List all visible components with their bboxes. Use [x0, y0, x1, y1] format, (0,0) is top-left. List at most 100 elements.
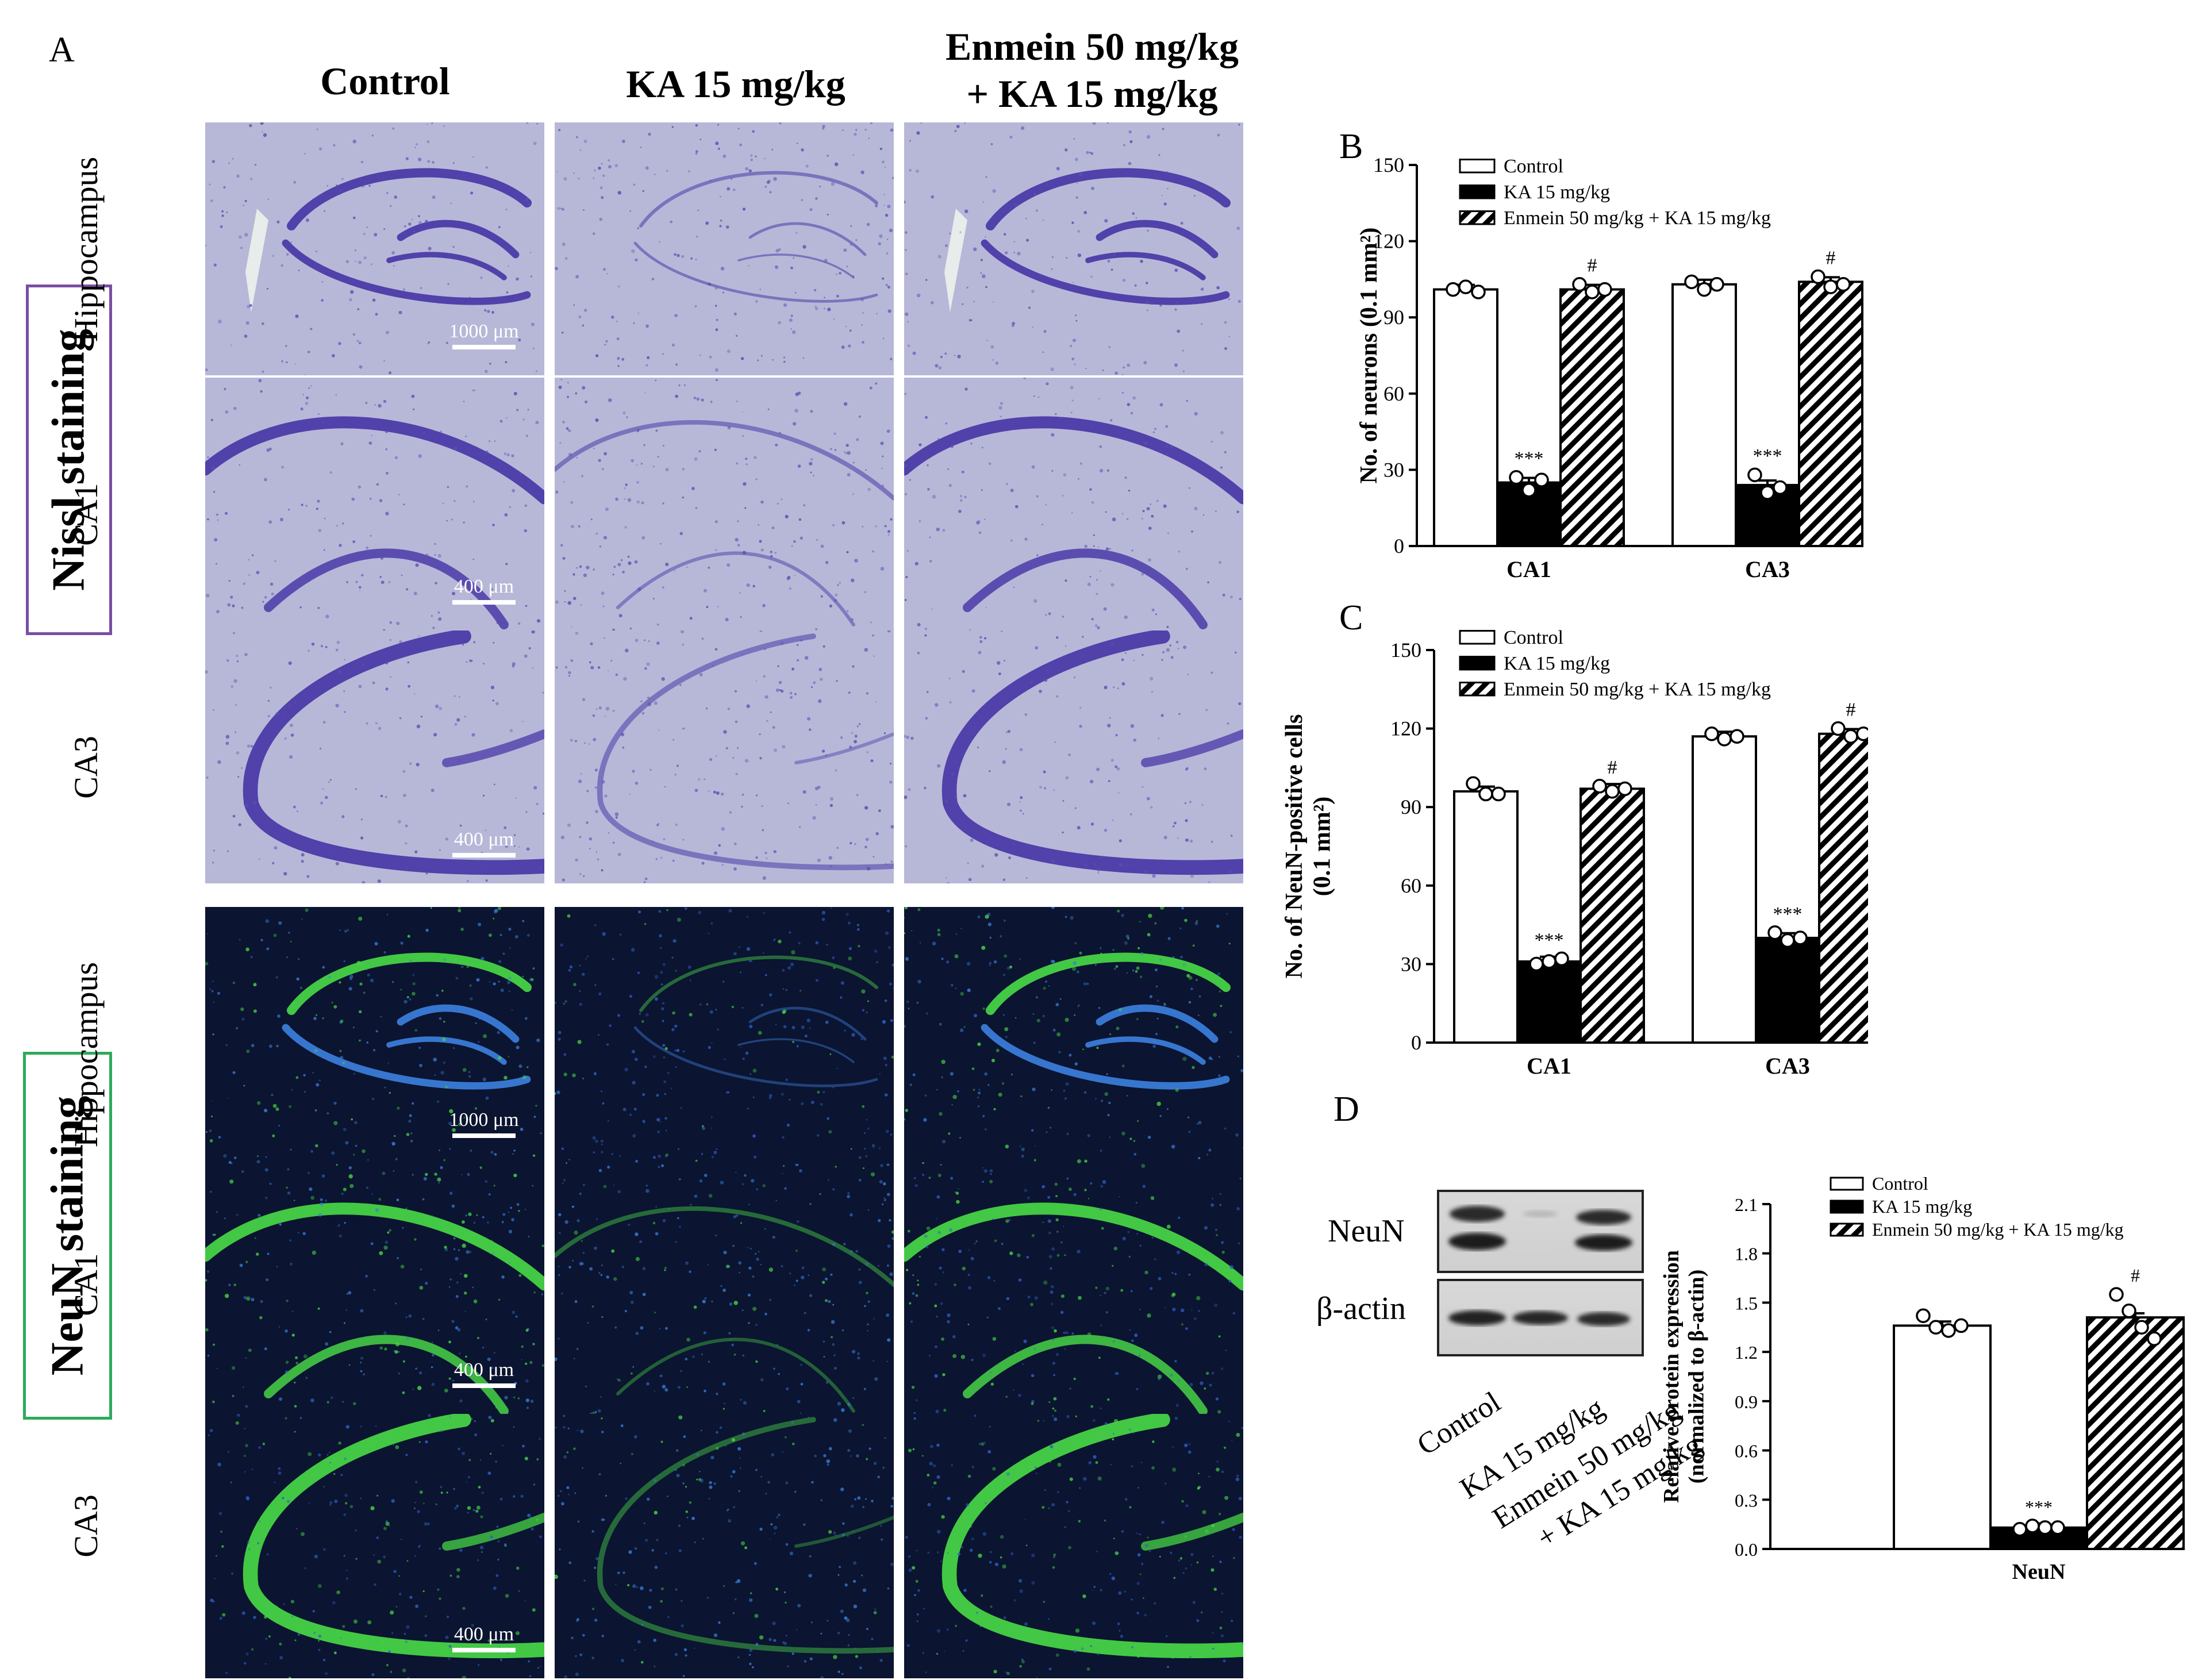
nissl-micrograph-ca3-enmein	[904, 631, 1243, 883]
y-axis-label: No. of NeuN-positive cells	[1282, 714, 1308, 979]
scale-bar-label: 1000 μm	[449, 1109, 519, 1131]
scale-bar: 1000 μm	[435, 321, 533, 349]
legend-label: Control	[1504, 156, 1563, 177]
data-point	[1831, 721, 1846, 736]
y-tick-label: 0	[1411, 1031, 1421, 1054]
significance-marker-vs-control: ***	[1753, 445, 1782, 467]
legend-label: KA 15 mg/kg	[1504, 182, 1610, 203]
data-point	[1760, 485, 1775, 500]
nissl-micrograph-hippocampus-enmein	[904, 122, 1243, 375]
legend-swatch	[1459, 630, 1496, 645]
category-label: CA3	[1745, 556, 1790, 582]
legend-label: Enmein 50 mg/kg + KA 15 mg/kg	[1504, 679, 1771, 700]
y-tick-label: 1.8	[1735, 1244, 1758, 1264]
y-tick-label: 120	[1390, 717, 1421, 740]
significance-marker-vs-control: ***	[1515, 448, 1544, 470]
scale-bar-label: 400 μm	[454, 829, 514, 850]
bar-ca1-series-2	[1559, 288, 1625, 548]
scale-bar: 1000 μm	[435, 1109, 533, 1138]
category-label: NeuN	[2012, 1560, 2066, 1584]
row-label-nissl-ca1: CA1	[67, 483, 105, 546]
nissl-micrograph-ca1-control: 400 μm	[205, 378, 544, 631]
data-point	[1793, 931, 1808, 945]
legend-swatch	[1830, 1177, 1864, 1191]
scale-bar-line	[452, 853, 516, 858]
legend-label: Enmein 50 mg/kg + KA 15 mg/kg	[1504, 207, 1771, 229]
neun-staining-label-box: NeuN staining	[23, 1052, 112, 1420]
western-blot-neun	[1437, 1190, 1644, 1273]
legend-swatch	[1459, 656, 1496, 671]
y-tick-label: 1.5	[1735, 1293, 1758, 1313]
data-point	[1811, 269, 1825, 285]
y-axis-label: Relative protein expression	[1659, 1250, 1684, 1503]
significance-marker-vs-control: ***	[1773, 904, 1803, 925]
data-point	[1684, 274, 1699, 290]
bar-ca1-series-2	[1579, 787, 1645, 1044]
neun-micrograph-hippocampus-enmein	[904, 907, 1243, 1164]
bar-ca1-series-0	[1433, 288, 1498, 548]
row-label-nissl-ca3: CA3	[67, 736, 105, 799]
data-point	[1458, 279, 1473, 294]
y-tick-label: 2.1	[1735, 1194, 1758, 1215]
western-blot-beta-actin	[1437, 1279, 1644, 1356]
y-tick-label: 0.0	[1735, 1539, 1758, 1560]
neun-micrograph-hippocampus-ka	[555, 907, 894, 1164]
panel-label-d: D	[1333, 1090, 1359, 1129]
data-point	[2134, 1320, 2149, 1335]
y-tick-label: 0.3	[1735, 1490, 1758, 1510]
bar-ca3-series-1	[1755, 936, 1820, 1044]
panel-label-b: B	[1339, 127, 1363, 166]
data-point	[1773, 480, 1788, 495]
y-tick-label: 60	[1401, 874, 1421, 897]
legend-label: Control	[1504, 627, 1563, 648]
significance-marker-vs-ka: #	[1608, 757, 1617, 778]
nissl-micrograph-hippocampus-control: 1000 μm	[205, 122, 544, 375]
legend-swatch	[1459, 210, 1496, 225]
y-tick-label: 90	[1401, 795, 1421, 818]
blot-label-neun: NeuN	[1328, 1213, 1405, 1249]
data-point	[1954, 1318, 1969, 1333]
y-tick-label: 150	[1390, 639, 1421, 662]
scale-bar-label: 400 μm	[454, 1359, 514, 1381]
nissl-micrograph-ca1-enmein	[904, 378, 1243, 631]
bar-ca3-series-0	[1692, 735, 1757, 1044]
y-tick-label: 150	[1373, 153, 1404, 176]
scale-bar-line	[452, 1648, 516, 1652]
row-label-nissl-hippocampus: Hippocampus	[67, 156, 105, 342]
significance-marker-vs-ka: #	[1588, 255, 1597, 276]
nissl-micrograph-ca3-ka	[555, 631, 894, 883]
bar-ca3-series-0	[1671, 283, 1737, 548]
data-point	[1471, 285, 1486, 299]
data-point	[2038, 1520, 2053, 1535]
data-point	[1836, 276, 1851, 292]
significance-marker-vs-ka: #	[1846, 699, 1856, 721]
bar-neun-series-2	[2086, 1316, 2185, 1550]
legend-swatch	[1459, 184, 1496, 199]
row-label-neun-ca1: CA1	[67, 1253, 105, 1316]
data-point	[1697, 282, 1712, 297]
panel-label-a: A	[49, 30, 75, 70]
blot-label-beta-actin: β-actin	[1316, 1291, 1406, 1327]
data-point	[1730, 729, 1744, 744]
data-point	[1466, 776, 1481, 791]
category-label: CA1	[1527, 1053, 1571, 1079]
data-point	[1780, 933, 1795, 948]
scale-bar: 400 μm	[435, 1624, 533, 1652]
nissl-micrograph-hippocampus-ka	[555, 122, 894, 375]
data-point	[1554, 951, 1569, 967]
nissl-micrograph-ca3-control: 400 μm	[205, 631, 544, 883]
bar-ca1-series-0	[1453, 790, 1519, 1044]
row-label-neun-ca3: CA3	[67, 1494, 105, 1558]
data-point	[1521, 483, 1536, 498]
y-axis-label: (0.1 mm²)	[1309, 797, 1335, 897]
scale-bar: 400 μm	[435, 1359, 533, 1388]
panel-label-c: C	[1339, 598, 1363, 637]
data-point	[1478, 786, 1493, 802]
data-point	[1709, 276, 1724, 292]
legend-label: Enmein 50 mg/kg + KA 15 mg/kg	[1872, 1219, 2124, 1240]
data-point	[2122, 1303, 2136, 1318]
chart-c-neun-cells: 0 30 60 90 120 150 No. of NeuN-positive cells(…	[1282, 627, 1868, 1079]
y-tick-label: 0	[1394, 535, 1404, 558]
data-point	[1509, 470, 1524, 485]
neun-micrograph-hippocampus-control: 1000 μm	[205, 907, 544, 1164]
